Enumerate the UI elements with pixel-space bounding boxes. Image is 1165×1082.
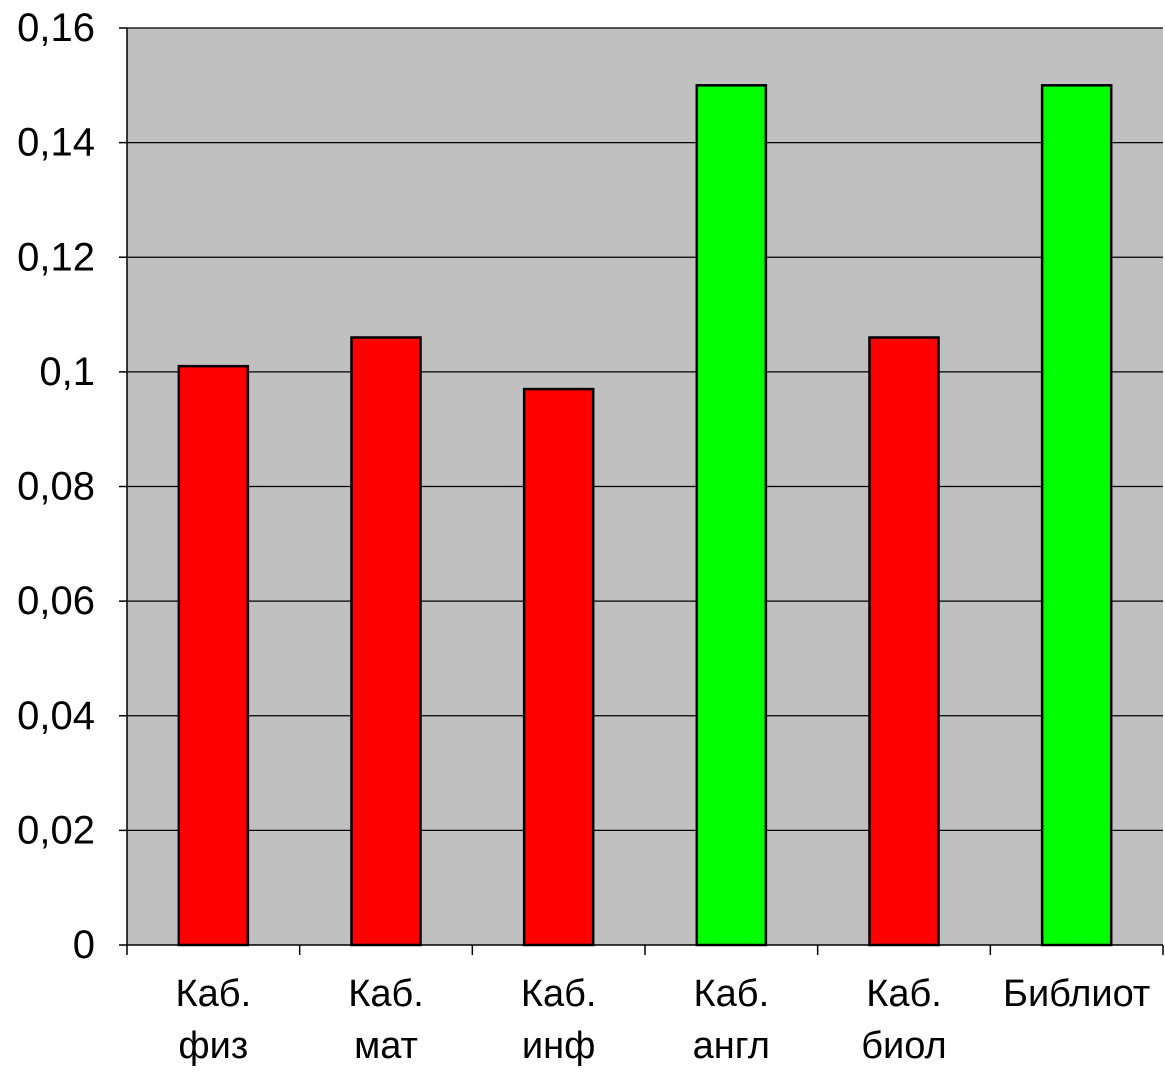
bar bbox=[695, 84, 768, 947]
bars bbox=[177, 84, 1113, 947]
y-tick-label: 0,1 bbox=[39, 350, 95, 394]
y-tick-label: 0,06 bbox=[17, 579, 95, 623]
x-tick-label: Каб. биол bbox=[861, 973, 946, 1067]
x-tick-label: Каб. инф bbox=[521, 973, 597, 1067]
x-tick-label-line: Каб. bbox=[694, 973, 770, 1015]
x-tick-label-line: физ bbox=[178, 1025, 248, 1067]
x-tick-label-line: Каб. bbox=[348, 973, 424, 1015]
y-tick-label: 0,02 bbox=[17, 808, 95, 852]
x-tick-label-line: мат bbox=[354, 1025, 418, 1067]
gridlines bbox=[127, 27, 1163, 831]
y-tick-labels: 0 0,02 0,04 0,06 0,08 0,1 0,12 0,14 0,16 bbox=[17, 6, 95, 967]
x-tick-label-line: Каб. bbox=[866, 973, 942, 1015]
y-tick-label: 0,12 bbox=[17, 235, 95, 279]
x-tick-label: Каб. мат bbox=[348, 973, 424, 1067]
axes bbox=[119, 27, 1164, 955]
bar bbox=[868, 336, 940, 947]
y-tick-label: 0,04 bbox=[17, 694, 95, 738]
x-tick-label: Библиот bbox=[1003, 973, 1150, 1015]
bar bbox=[350, 336, 422, 947]
y-tick-label: 0,16 bbox=[17, 6, 95, 50]
x-tick-labels: Каб. физ Каб. мат Каб. инф Каб. англ Каб. биол Биб… bbox=[176, 973, 1151, 1067]
y-tick-label: 0,14 bbox=[17, 121, 95, 165]
x-tick-label-line: англ bbox=[693, 1025, 770, 1067]
x-tick-label-line: Каб. bbox=[176, 973, 252, 1015]
bar bbox=[177, 364, 250, 947]
x-tick-label-line: биол bbox=[861, 1025, 946, 1067]
y-tick-label: 0,08 bbox=[17, 465, 95, 509]
x-tick-label-line: Библиот bbox=[1003, 973, 1150, 1015]
x-tick-label: Каб. физ bbox=[176, 973, 252, 1067]
x-tick-label: Каб. англ bbox=[693, 973, 770, 1067]
bar bbox=[522, 387, 595, 947]
y-tick-label: 0 bbox=[73, 923, 95, 967]
x-tick-label-line: инф bbox=[522, 1025, 595, 1067]
bar bbox=[1040, 84, 1113, 947]
x-tick-label-line: Каб. bbox=[521, 973, 597, 1015]
